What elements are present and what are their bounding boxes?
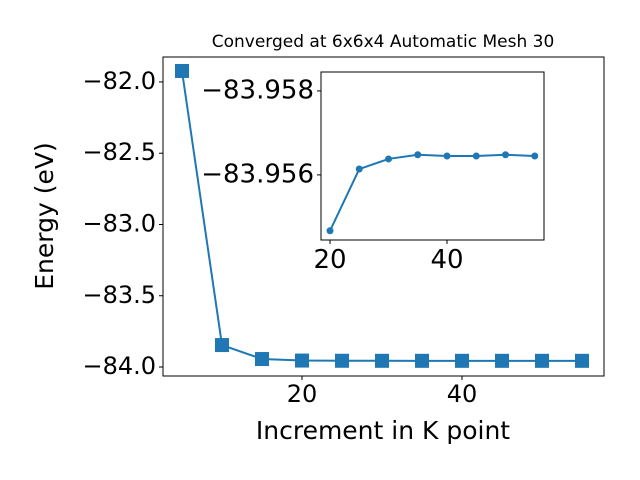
marker — [443, 152, 451, 160]
marker — [455, 353, 469, 368]
series-line — [329, 153, 535, 232]
marker — [255, 352, 269, 367]
chart-title: Converged at 6x6x4 Automatic Mesh 30 — [212, 32, 555, 52]
y-axis-label: Energy (eV) — [30, 142, 59, 289]
y-tick-label: −83.958 — [201, 75, 314, 105]
marker — [175, 63, 189, 78]
marker — [575, 353, 589, 368]
marker — [295, 353, 309, 368]
marker — [335, 353, 349, 368]
x-tick-label: 40 — [447, 380, 478, 408]
y-tick-label: −84.0 — [82, 352, 156, 380]
y-tick-label: −82.5 — [82, 138, 156, 166]
marker — [502, 151, 510, 159]
marker — [355, 165, 363, 173]
x-tick-label: 40 — [430, 245, 463, 275]
x-tick-label: 20 — [313, 245, 346, 275]
marker — [215, 338, 229, 353]
y-tick-label: −83.5 — [82, 281, 156, 309]
y-tick-label: −82.0 — [82, 67, 156, 95]
x-tick-label: 20 — [287, 380, 318, 408]
y-tick-label: −83.956 — [201, 159, 314, 189]
marker — [375, 353, 389, 368]
marker — [414, 151, 422, 159]
marker — [326, 227, 334, 235]
marker — [415, 353, 429, 368]
marker — [385, 155, 393, 163]
marker — [472, 152, 480, 160]
y-tick-label: −83.0 — [82, 209, 156, 237]
x-axis-label: Increment in K point — [256, 416, 510, 445]
marker — [535, 353, 549, 368]
marker — [495, 353, 509, 368]
marker — [531, 152, 539, 160]
